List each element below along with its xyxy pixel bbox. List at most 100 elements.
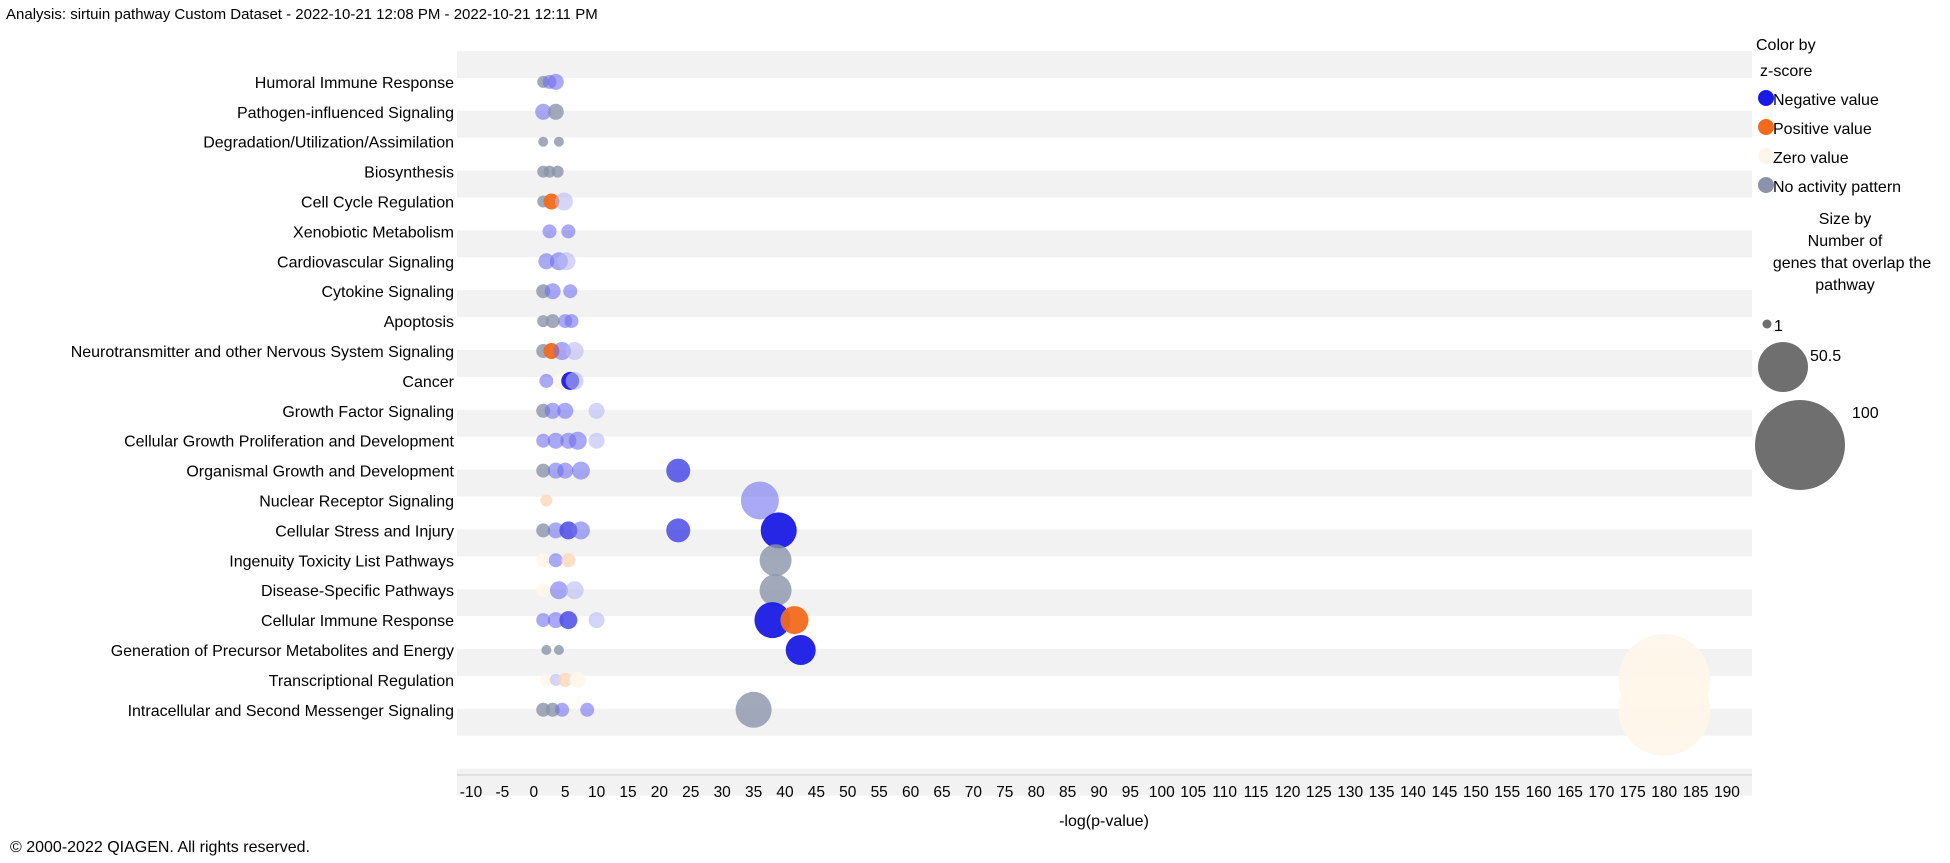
legend-no-activity-label: No activity pattern [1773,179,1901,196]
bubble-point [558,672,573,687]
legend-size-medium-label: 50.5 [1810,348,1841,365]
bubble-point [542,224,557,239]
legend-size-medium-swatch [1758,342,1808,392]
category-label: Humoral Immune Response [255,75,454,92]
bubble-point [541,645,552,655]
bubble-point [544,283,561,300]
x-tick-label: 130 [1337,784,1363,801]
legend-size-large-label: 100 [1852,405,1879,422]
row-stripe [457,768,1752,796]
bubble-point [547,612,564,629]
bubble-point [588,612,605,629]
bubble-point [559,521,578,540]
bubble-point [549,673,562,686]
bubble-point [666,518,691,543]
bubble-point [555,702,570,717]
bubble-point [538,136,549,147]
category-label: Generation of Precursor Metabolites and … [111,643,454,660]
legend-color-title-1: Color by [1756,37,1816,54]
bubble-point [540,673,553,686]
x-tick-label: 80 [1028,784,1046,801]
legend-zero-swatch [1758,148,1774,164]
bubble-point [759,574,792,607]
row-stripe [457,469,1752,497]
bubble-point [540,494,553,507]
bubble-point [537,315,550,328]
category-label: Cytokine Signaling [321,284,454,301]
category-label: Cell Cycle Regulation [301,195,454,212]
bubble-point [580,702,595,717]
bubble-point [536,583,551,598]
row-stripe [457,350,1752,377]
bubble-point [557,402,574,419]
category-label: Organismal Growth and Development [186,464,454,481]
bubble-point [536,553,551,568]
bubble-point [553,342,572,360]
bubble-point [545,314,560,329]
legend-size-small-label: 1 [1774,318,1783,335]
row-stripe [457,51,1752,78]
x-tick-label: 115 [1244,784,1269,801]
x-tick-label: 140 [1400,784,1426,801]
row-stripe [457,290,1752,318]
bubble-point [588,402,605,419]
category-label: Growth Factor Signaling [282,404,454,421]
x-tick-label: 50 [839,784,857,801]
category-label: Cellular Immune Response [261,613,454,630]
row-stripe [457,649,1752,676]
x-axis: -10 -5 0 5 10 15 20 25 30 35 40 45 50 55 60 65 70 75 80 85 9… [457,774,1752,801]
row-stripe [457,409,1752,437]
copyright-notice: © 2000-2022 QIAGEN. All rights reserved. [10,839,310,856]
bubble-point [539,373,554,388]
x-tick-label: 160 [1526,784,1552,801]
x-tick-label: 45 [808,784,825,801]
legend: Color by z-score Negative value Positive… [1755,37,1931,490]
bubble-point [536,463,551,478]
bubble-point [536,613,551,628]
x-tick-label: 150 [1463,784,1489,801]
row-stripe [457,529,1752,557]
legend-positive-swatch [1758,119,1774,135]
category-label: Pathogen-influenced Signaling [237,105,454,122]
x-tick-label: 75 [996,784,1013,801]
bubble-point [551,165,564,178]
legend-zero-label: Zero value [1773,150,1849,167]
bubble-point [754,602,791,639]
bubble-point [569,671,586,688]
bubble-point [553,136,564,147]
x-tick-label: 165 [1557,784,1583,801]
bubble-point [559,611,578,630]
bubble-point [565,342,584,360]
x-tick-label: 105 [1180,784,1206,801]
x-tick-label: 145 [1431,784,1457,801]
category-label: Intracellular and Second Messenger Signa… [128,703,454,720]
legend-size-small-swatch [1762,319,1772,329]
x-tick-label: 175 [1620,784,1646,801]
bubble-point [565,371,584,390]
x-tick-label: 85 [1059,784,1076,801]
x-tick-label: 20 [651,784,669,801]
x-tick-label: 190 [1714,784,1740,801]
x-tick-label: 70 [965,784,983,801]
bubble-point [557,462,574,479]
x-tick-label: 25 [682,784,699,801]
x-tick-label: 95 [1122,784,1139,801]
bubble-point [565,581,584,600]
row-stripe [457,708,1752,736]
bubble-point [588,432,605,449]
bubble-point [568,431,587,450]
x-tick-label: 120 [1274,784,1300,801]
bubble-point [547,432,564,449]
bubble-point [563,284,578,299]
category-label: Degradation/Utilization/Assimilation [203,135,454,152]
category-label: Biosynthesis [364,165,454,182]
x-tick-label: 185 [1683,784,1709,801]
legend-positive-label: Positive value [1773,121,1872,138]
bubble-point [549,581,568,600]
x-tick-label: 100 [1149,784,1175,801]
category-label: Neurotransmitter and other Nervous Syste… [71,344,454,361]
bubble-point [538,253,555,270]
bubble-point [666,458,691,483]
analysis-title: Analysis: sirtuin pathway Custom Dataset… [6,6,598,23]
x-tick-label: 35 [745,784,762,801]
